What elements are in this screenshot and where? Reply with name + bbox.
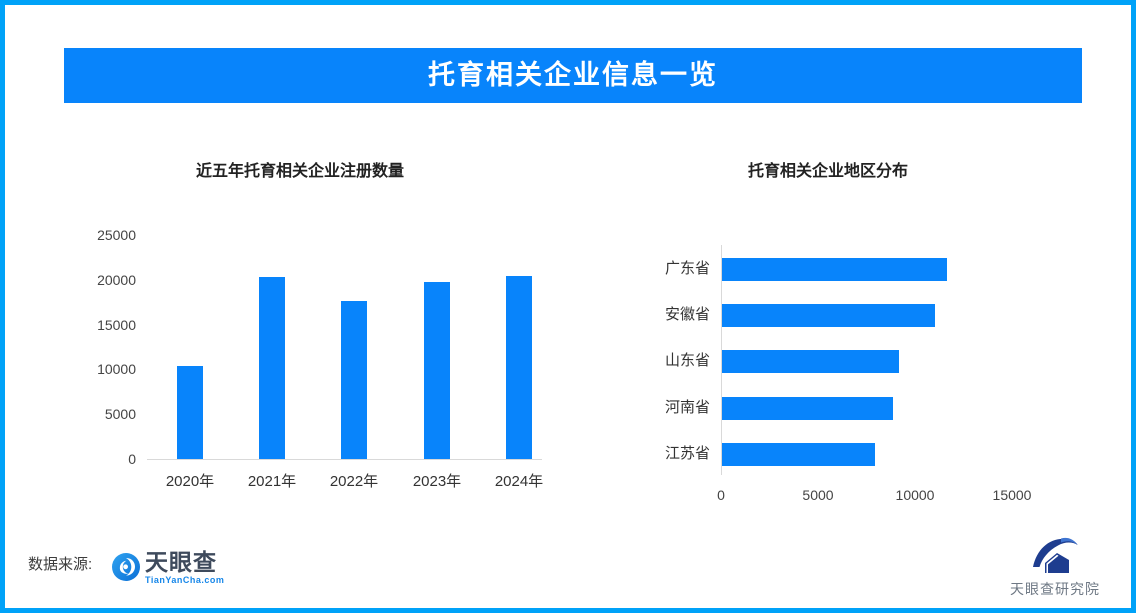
- y-axis-tick-label: 15000: [97, 316, 136, 333]
- x-axis-tick-label: 15000: [992, 487, 1032, 503]
- bar-广东省: [722, 257, 948, 281]
- tianyancha-logo: 天眼查 TianYanCha.com: [112, 550, 224, 585]
- tianyancha-name: 天眼查: [145, 549, 217, 575]
- bar-2023年: [424, 281, 450, 459]
- data-source-label: 数据来源:: [28, 556, 93, 573]
- page-title: 托育相关企业信息一览: [64, 48, 1082, 103]
- x-axis-line: [147, 459, 542, 460]
- x-axis-category-label: 2023年: [412, 473, 462, 490]
- bar-山东省: [722, 349, 899, 373]
- y-axis-line: [721, 245, 722, 475]
- bar-安徽省: [722, 303, 936, 327]
- research-institute-icon: [1033, 537, 1078, 573]
- y-axis-tick-label: 25000: [97, 227, 136, 243]
- x-axis-category-label: 2020年: [165, 473, 215, 490]
- y-axis-category-label: 河南省: [664, 399, 710, 416]
- bar-2021年: [259, 277, 285, 459]
- x-axis-tick-label: 5000: [802, 487, 834, 503]
- x-axis-tick-label: 10000: [895, 487, 935, 503]
- y-axis-category-label: 安徽省: [664, 306, 710, 323]
- bar-江苏省: [722, 442, 876, 466]
- x-axis-tick-label: 0: [717, 487, 725, 503]
- tianyancha-domain: TianYanCha.com: [145, 575, 225, 585]
- bar-2020年: [177, 365, 203, 459]
- tianyancha-eye-icon: [112, 553, 140, 581]
- x-axis-category-label: 2022年: [329, 473, 379, 490]
- right-chart-title: 托育相关企业地区分布: [747, 163, 908, 180]
- y-axis-category-label: 江苏省: [664, 445, 710, 462]
- x-axis-category-label: 2024年: [494, 473, 544, 490]
- y-axis-tick-label: 20000: [97, 271, 136, 288]
- research-institute-logo: 天眼查研究院: [1000, 533, 1110, 599]
- y-axis-tick-label: 5000: [104, 406, 136, 423]
- y-axis-tick-label: 10000: [97, 361, 136, 378]
- bar-2022年: [341, 301, 367, 459]
- research-institute-name: 天眼查研究院: [1010, 581, 1100, 597]
- left-chart-title: 近五年托育相关企业注册数量: [195, 163, 404, 180]
- bar-河南省: [722, 396, 893, 420]
- x-axis-category-label: 2021年: [247, 473, 297, 490]
- y-axis-category-label: 山东省: [664, 352, 710, 369]
- y-axis-category-label: 广东省: [664, 260, 710, 277]
- tianyancha-wordmark: 天眼查 TianYanCha.com: [145, 550, 224, 585]
- bar-2024年: [506, 276, 532, 459]
- y-axis-tick-label: 0: [128, 451, 136, 467]
